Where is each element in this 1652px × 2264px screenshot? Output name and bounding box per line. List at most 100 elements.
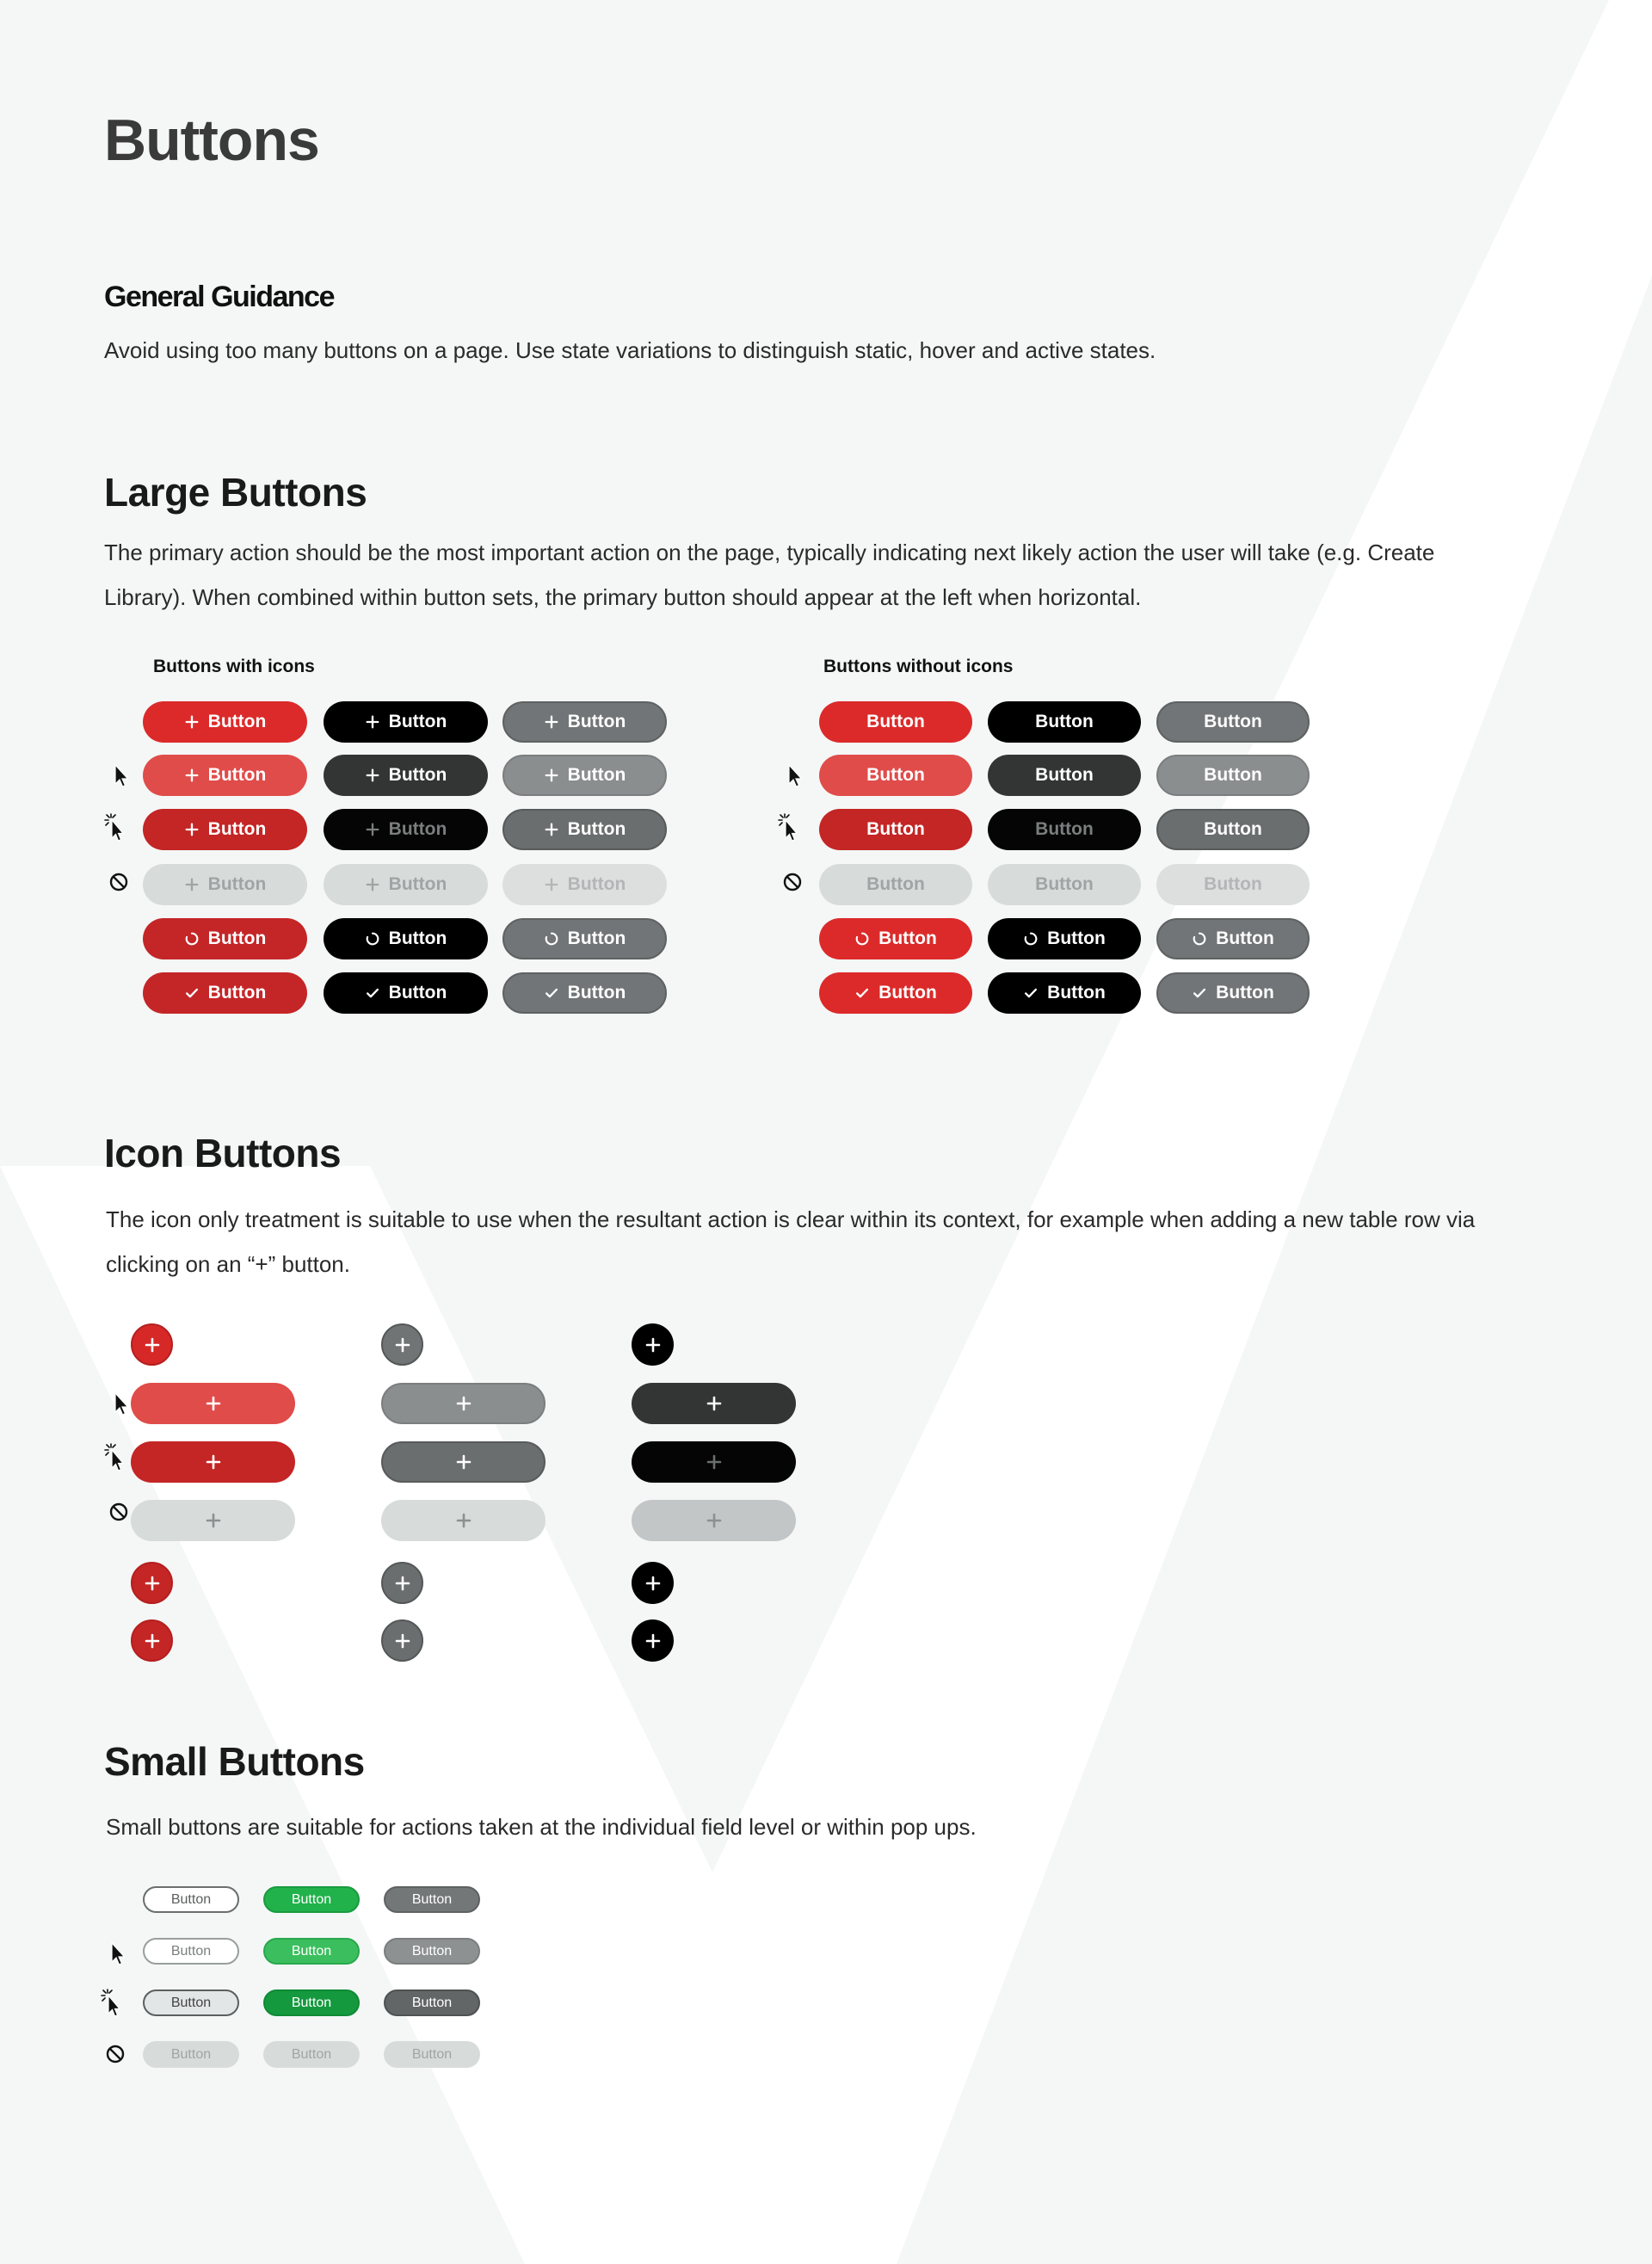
large-button-secondary-black-no-icon-active[interactable]: Button (988, 809, 1141, 850)
large-button-tertiary-gray-no-icon-hover[interactable]: Button (1156, 755, 1310, 796)
large-button-secondary-black-with-icon-hover[interactable]: Button (324, 755, 488, 796)
large-button-secondary-black-with-icon-static[interactable]: Button (324, 701, 488, 743)
small-button-gray-active[interactable]: Button (384, 1989, 480, 2016)
button-label: Button (207, 819, 267, 839)
large-button-primary-red-no-icon-loading[interactable]: Button (819, 918, 972, 959)
icon-buttons-text-line1: The icon only treatment is suitable to u… (106, 1206, 1476, 1232)
disabled-icon (108, 1498, 131, 1527)
icon-button-red-wide-hover[interactable] (131, 1383, 295, 1424)
large-button-tertiary-gray-no-icon-success[interactable]: Button (1156, 972, 1310, 1014)
icon-button-gray-loading[interactable] (381, 1562, 423, 1604)
icon-button-red-loading[interactable] (131, 1562, 173, 1604)
spinner-icon (544, 931, 559, 947)
icon-button-black-wide-hover[interactable] (632, 1383, 796, 1424)
large-button-primary-red-no-icon-hover[interactable]: Button (819, 755, 972, 796)
buttons-without-icons-label: Buttons without icons (823, 657, 1014, 676)
large-buttons-heading: Large Buttons (104, 470, 367, 515)
large-button-primary-red-with-icon-hover[interactable]: Button (143, 755, 307, 796)
button-label: Button (567, 874, 626, 894)
button-label: Button (1035, 819, 1094, 839)
small-button-gray-static[interactable]: Button (384, 1886, 480, 1913)
small-button-outline-static[interactable]: Button (143, 1886, 239, 1913)
plus-icon (544, 768, 559, 783)
large-button-secondary-black-no-icon-static[interactable]: Button (988, 701, 1141, 743)
large-button-primary-red-no-icon-success[interactable]: Button (819, 972, 972, 1014)
large-button-primary-red-no-icon-static[interactable]: Button (819, 701, 972, 743)
button-label: Button (1047, 983, 1106, 1002)
large-button-secondary-black-no-icon-disabled[interactable]: Button (988, 864, 1141, 905)
large-button-primary-red-no-icon-active[interactable]: Button (819, 809, 972, 850)
icon-button-gray-wide-disabled[interactable] (381, 1500, 546, 1541)
plus-icon (455, 1453, 472, 1471)
large-button-primary-red-with-icon-loading[interactable]: Button (143, 918, 307, 959)
icon-button-red-wide-disabled[interactable] (131, 1500, 295, 1541)
button-label: Button (291, 1891, 332, 1907)
icon-button-red-wide-active[interactable] (131, 1441, 295, 1483)
large-button-tertiary-gray-with-icon-active[interactable]: Button (502, 809, 667, 850)
icon-button-black-wide-disabled[interactable] (632, 1500, 796, 1541)
large-button-primary-red-no-icon-disabled[interactable]: Button (819, 864, 972, 905)
large-button-primary-red-with-icon-success[interactable]: Button (143, 972, 307, 1014)
disabled-icon (782, 868, 804, 898)
button-label: Button (1216, 983, 1274, 1002)
small-button-green-active[interactable]: Button (263, 1989, 360, 2016)
button-label: Button (567, 928, 626, 948)
spinner-icon (1023, 931, 1039, 947)
icon-button-black-loading[interactable] (632, 1562, 674, 1604)
plus-icon (184, 877, 200, 892)
button-label: Button (1047, 928, 1106, 948)
icon-button-red-static[interactable] (131, 1323, 173, 1366)
icon-button-red-success[interactable] (131, 1619, 173, 1662)
large-button-primary-red-with-icon-disabled[interactable]: Button (143, 864, 307, 905)
large-button-tertiary-gray-with-icon-loading[interactable]: Button (502, 918, 667, 959)
small-button-green-static[interactable]: Button (263, 1886, 360, 1913)
click-pointer-icon (101, 1988, 123, 2017)
icon-button-gray-wide-hover[interactable] (381, 1383, 546, 1424)
plus-icon (144, 1336, 161, 1354)
button-label: Button (1035, 874, 1094, 894)
large-button-tertiary-gray-no-icon-static[interactable]: Button (1156, 701, 1310, 743)
large-button-secondary-black-no-icon-success[interactable]: Button (988, 972, 1141, 1014)
small-button-gray-hover[interactable]: Button (384, 1938, 480, 1965)
large-button-secondary-black-with-icon-active[interactable]: Button (324, 809, 488, 850)
icon-button-gray-success[interactable] (381, 1619, 423, 1662)
small-button-gray-disabled[interactable]: Button (384, 2041, 480, 2068)
plus-icon (184, 822, 200, 837)
large-buttons-text-line2: Library). When combined within button se… (104, 584, 1142, 610)
pointer-icon (109, 1390, 132, 1419)
small-button-outline-active[interactable]: Button (143, 1989, 239, 2016)
icon-button-black-static[interactable] (632, 1323, 674, 1366)
icon-button-gray-wide-active[interactable] (381, 1441, 546, 1483)
icon-button-gray-static[interactable] (381, 1323, 423, 1366)
button-label: Button (388, 983, 447, 1002)
large-button-tertiary-gray-no-icon-active[interactable]: Button (1156, 809, 1310, 850)
check-icon (365, 985, 380, 1001)
large-button-tertiary-gray-with-icon-success[interactable]: Button (502, 972, 667, 1014)
small-button-outline-disabled[interactable]: Button (143, 2041, 239, 2068)
small-button-green-disabled[interactable]: Button (263, 2041, 360, 2068)
large-button-tertiary-gray-with-icon-hover[interactable]: Button (502, 755, 667, 796)
check-icon (544, 985, 559, 1001)
large-button-secondary-black-no-icon-hover[interactable]: Button (988, 755, 1141, 796)
page-title: Buttons (104, 108, 320, 173)
pointer-icon (109, 762, 132, 791)
button-label: Button (878, 983, 937, 1002)
large-button-secondary-black-no-icon-loading[interactable]: Button (988, 918, 1141, 959)
large-button-secondary-black-with-icon-loading[interactable]: Button (324, 918, 488, 959)
icon-button-black-success[interactable] (632, 1619, 674, 1662)
large-button-tertiary-gray-with-icon-static[interactable]: Button (502, 701, 667, 743)
large-button-tertiary-gray-with-icon-disabled[interactable]: Button (502, 864, 667, 905)
plus-icon (706, 1512, 723, 1529)
large-button-primary-red-with-icon-active[interactable]: Button (143, 809, 307, 850)
general-guidance-heading: General Guidance (104, 281, 336, 313)
icon-button-black-wide-active[interactable] (632, 1441, 796, 1483)
large-button-tertiary-gray-no-icon-disabled[interactable]: Button (1156, 864, 1310, 905)
small-button-green-hover[interactable]: Button (263, 1938, 360, 1965)
button-label: Button (207, 928, 267, 948)
large-button-secondary-black-with-icon-success[interactable]: Button (324, 972, 488, 1014)
large-button-tertiary-gray-no-icon-loading[interactable]: Button (1156, 918, 1310, 959)
large-button-secondary-black-with-icon-disabled[interactable]: Button (324, 864, 488, 905)
button-label: Button (567, 983, 626, 1002)
small-button-outline-hover[interactable]: Button (143, 1938, 239, 1965)
large-button-primary-red-with-icon-static[interactable]: Button (143, 701, 307, 743)
